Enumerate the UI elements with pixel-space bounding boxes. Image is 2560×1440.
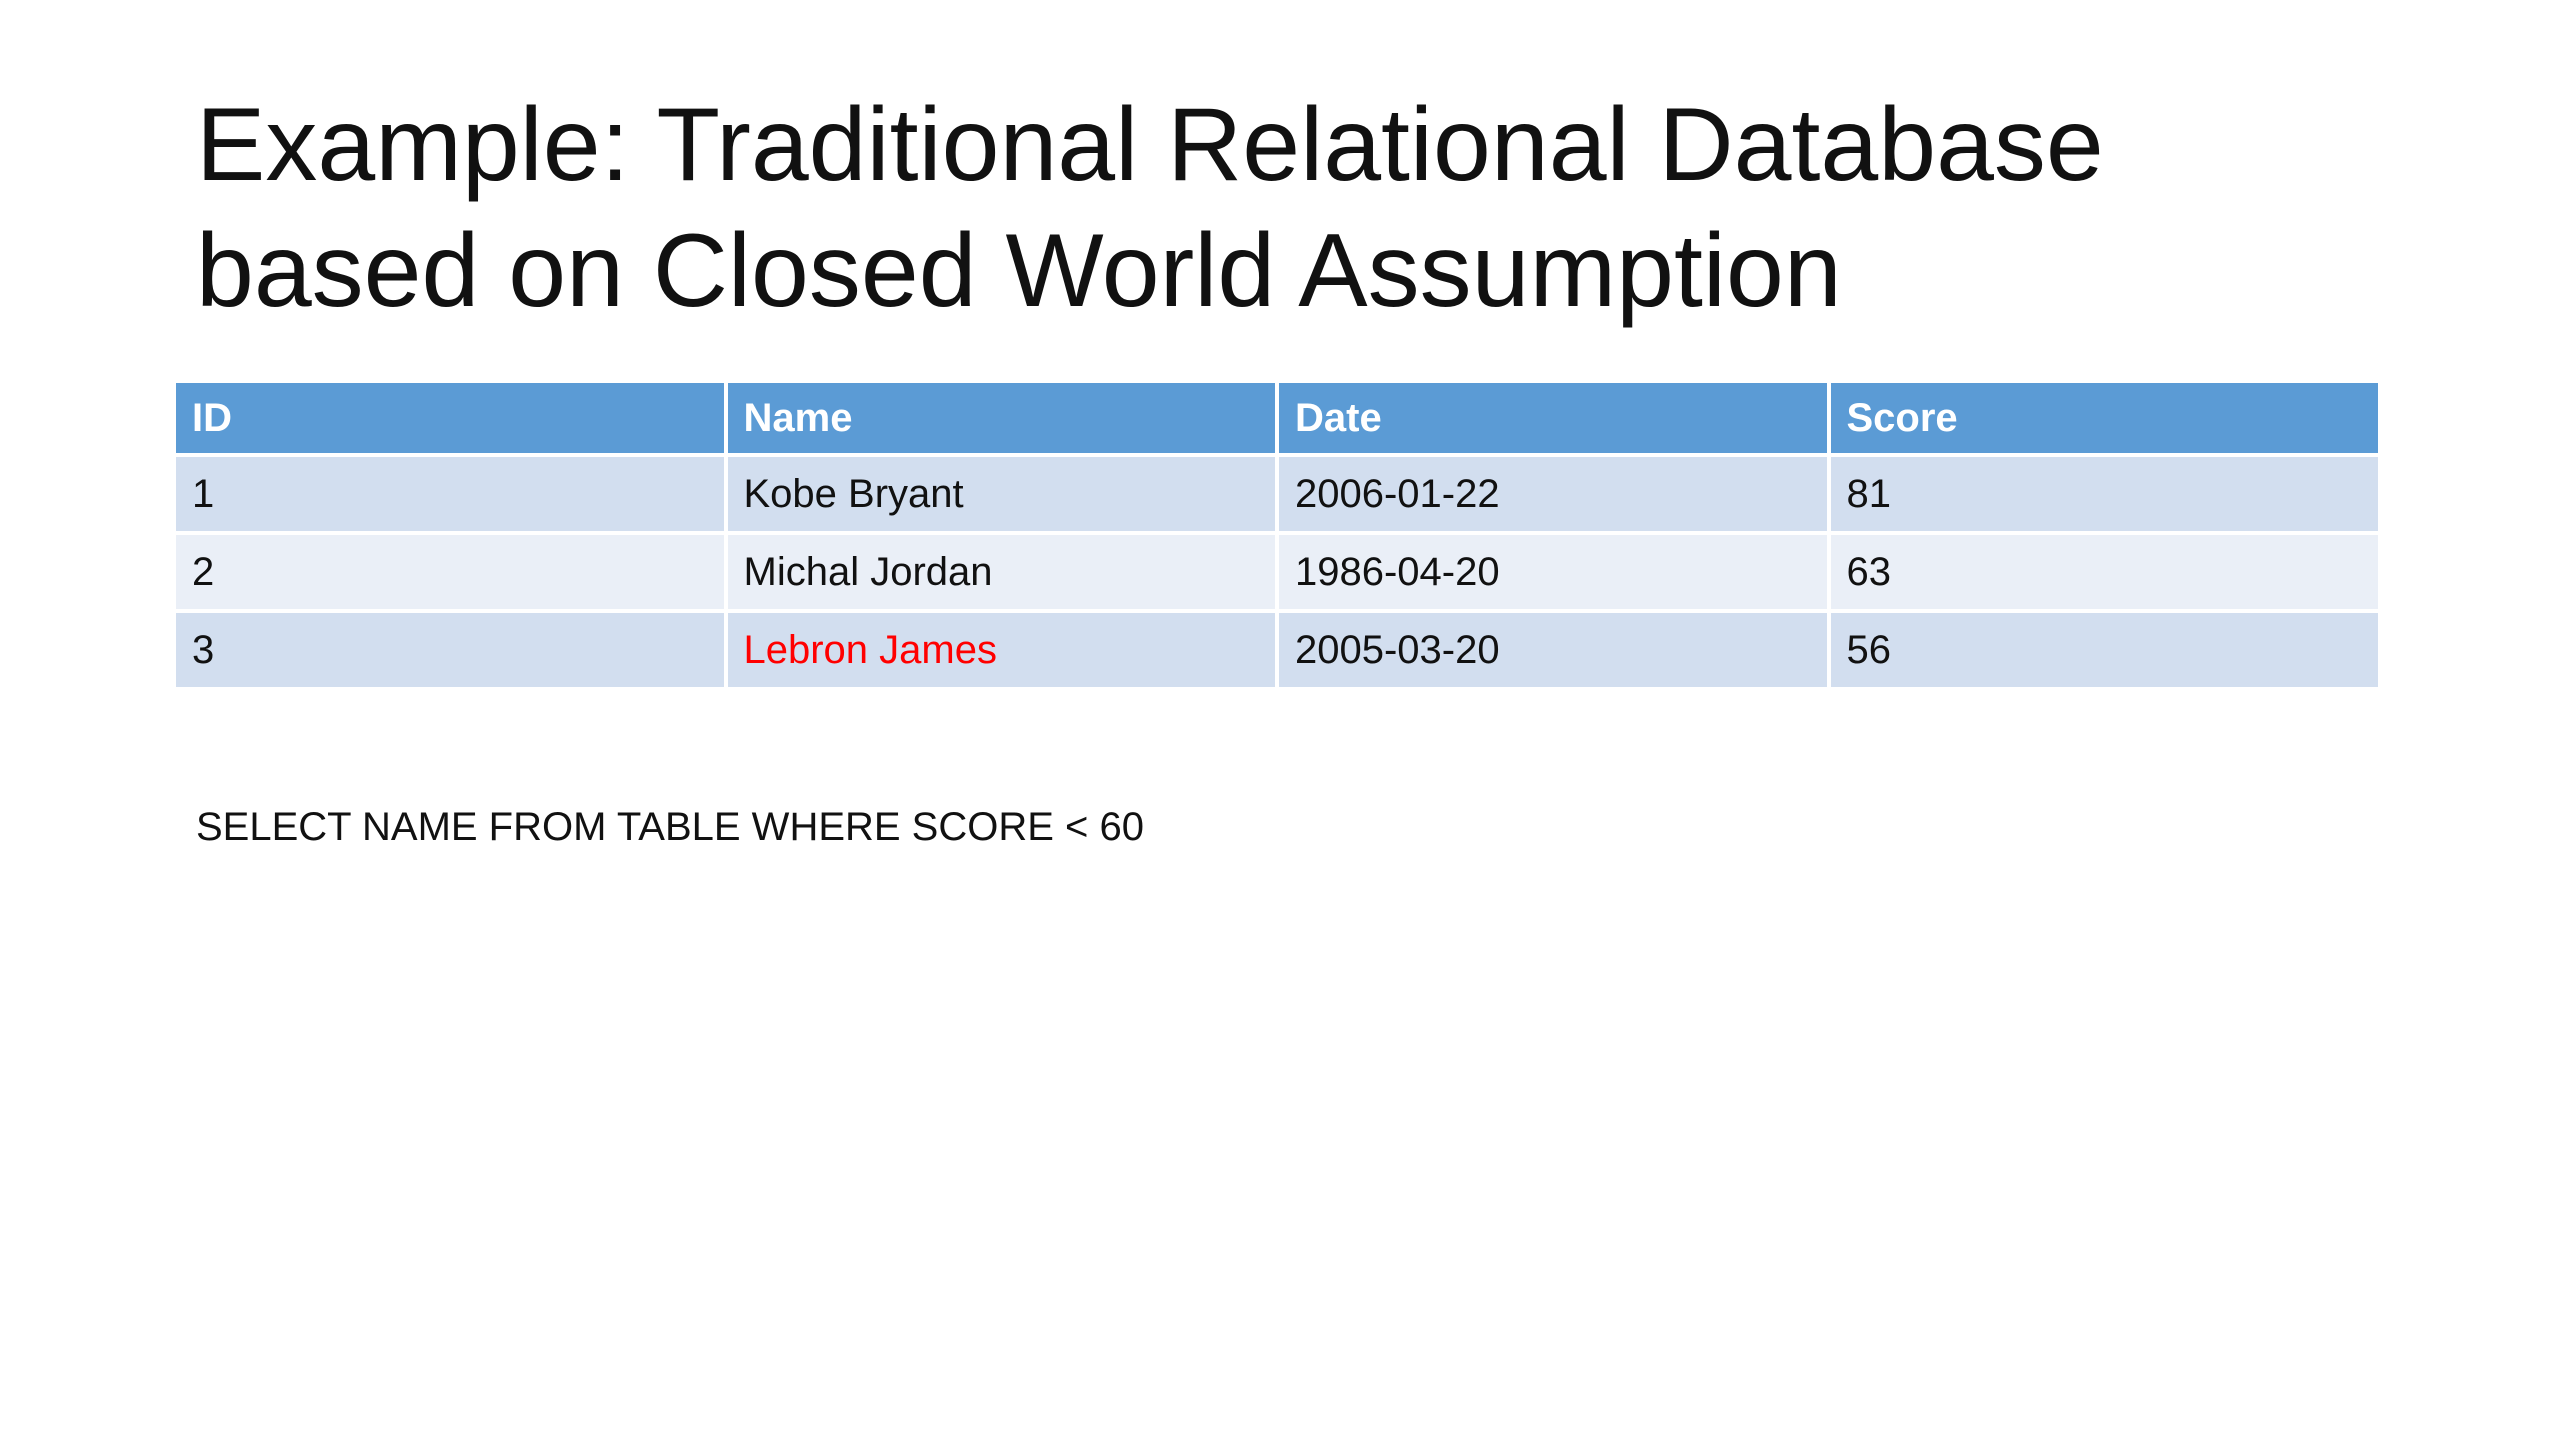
header-cell: Score (1830, 383, 2378, 453)
header-cell: Name (727, 383, 1275, 453)
table-cell: 3 (176, 613, 724, 687)
header-row: ID Name Date Score (176, 383, 2378, 453)
header-cell: ID (176, 383, 724, 453)
title-line: Example: Traditional Relational Database (196, 87, 2104, 203)
sql-query: SELECT NAME FROM TABLE WHERE SCORE < 60 (196, 805, 1145, 849)
table-body: 1 Kobe Bryant 2006-01-22 81 2 Michal Jordan 19… (176, 457, 2378, 687)
table-cell: Michal Jordan (727, 535, 1275, 609)
title-line: based on Closed World Assumption (196, 213, 1842, 329)
table-row: 3 Lebron James 2005-03-20 56 (176, 613, 2378, 687)
table-cell: Lebron James (727, 613, 1275, 687)
table-row: 1 Kobe Bryant 2006-01-22 81 (176, 457, 2378, 531)
slide-title: Example: Traditional Relational Database… (196, 82, 2104, 334)
table-cell: 1 (176, 457, 724, 531)
table-row: 2 Michal Jordan 1986-04-20 63 (176, 535, 2378, 609)
table-cell: 2005-03-20 (1279, 613, 1827, 687)
table-cell: 2 (176, 535, 724, 609)
table-cell: 56 (1830, 613, 2378, 687)
table-cell: 2006-01-22 (1279, 457, 1827, 531)
header-cell: Date (1279, 383, 1827, 453)
table-cell: Kobe Bryant (727, 457, 1275, 531)
table-cell: 81 (1830, 457, 2378, 531)
table-cell: 1986-04-20 (1279, 535, 1827, 609)
table-cell: 63 (1830, 535, 2378, 609)
data-table: ID Name Date Score 1 Kobe Bryant 2006-01-22 81… (172, 379, 2382, 691)
